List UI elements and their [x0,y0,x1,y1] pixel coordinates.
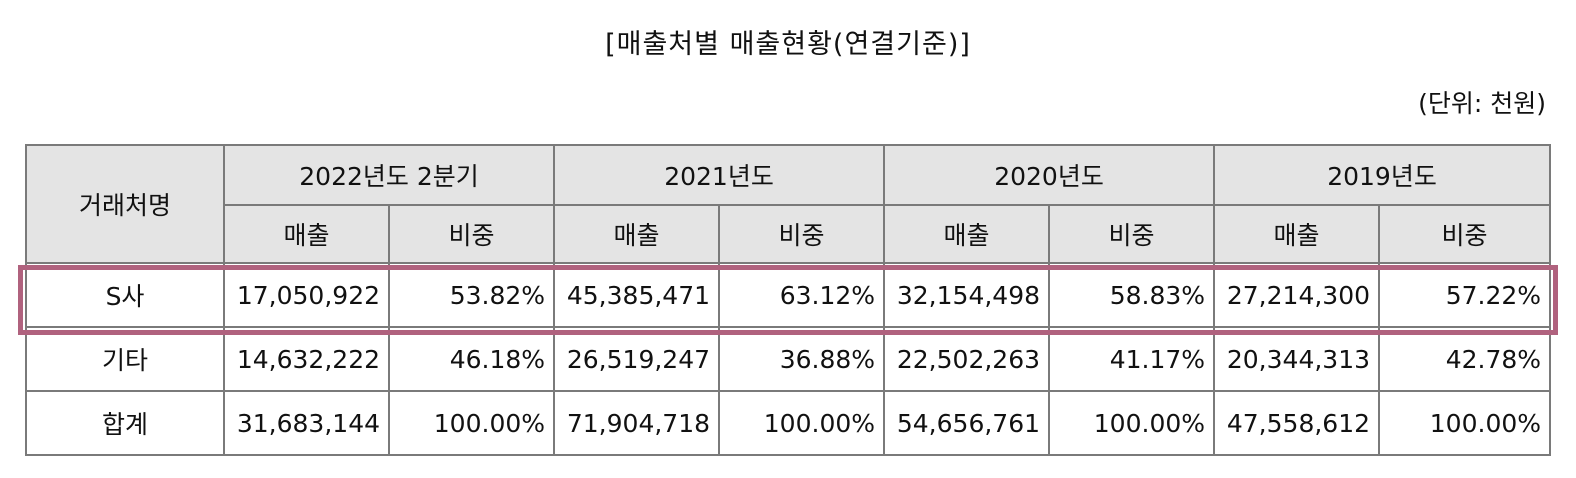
header-share: 비중 [387,204,556,264]
share-cell: 36.88% [718,326,886,392]
header-year: 2021년도 [553,144,886,206]
sales-cell: 54,656,761 [883,390,1051,456]
sales-cell: 26,519,247 [553,326,721,392]
share-cell: 57.22% [1378,262,1552,328]
sales-cell: 20,344,313 [1213,326,1381,392]
sales-cell: 32,154,498 [883,262,1051,328]
share-cell: 63.12% [718,262,886,328]
client-name: 합계 [25,390,225,456]
header-sales: 매출 [553,204,721,264]
header-sales: 매출 [223,204,390,264]
sales-cell: 22,502,263 [883,326,1051,392]
header-sales: 매출 [883,204,1051,264]
share-cell: 46.18% [387,326,556,392]
header-year: 2019년도 [1213,144,1552,206]
sales-table: 거래처명 2022년도 2분기 2021년도 2020년도 2019년도 매출 … [25,144,1552,456]
share-cell: 100.00% [387,390,556,456]
sales-cell: 31,683,144 [223,390,390,456]
sales-cell: 27,214,300 [1213,262,1381,328]
share-cell: 100.00% [1378,390,1552,456]
share-cell: 42.78% [1378,326,1552,392]
table-row: 합계 31,683,144 100.00% 71,904,718 100.00%… [25,390,1552,456]
share-cell: 53.82% [387,262,556,328]
table-title: [매출처별 매출현황(연결기준)] [605,29,971,60]
share-cell: 41.17% [1048,326,1216,392]
header-year: 2022년도 2분기 [222,144,556,206]
header-share: 비중 [718,204,886,264]
header-sales: 매출 [1213,204,1381,264]
client-name: S사 [25,262,225,328]
share-cell: 100.00% [718,390,886,456]
header-share: 비중 [1048,204,1216,264]
header-year: 2020년도 [883,144,1216,206]
sales-cell: 14,632,222 [223,326,390,392]
header-client-name: 거래처명 [25,144,225,264]
sales-cell: 45,385,471 [553,262,721,328]
client-name: 기타 [25,326,225,392]
share-cell: 100.00% [1048,390,1216,456]
table-row: S사 17,050,922 53.82% 45,385,471 63.12% 3… [25,262,1552,328]
unit-label: (단위: 천원) [1418,89,1546,118]
table-row: 기타 14,632,222 46.18% 26,519,247 36.88% 2… [25,326,1552,392]
sales-cell: 47,558,612 [1213,390,1381,456]
sales-cell: 17,050,922 [223,262,390,328]
header-share: 비중 [1378,204,1552,264]
share-cell: 58.83% [1048,262,1216,328]
sales-cell: 71,904,718 [553,390,721,456]
